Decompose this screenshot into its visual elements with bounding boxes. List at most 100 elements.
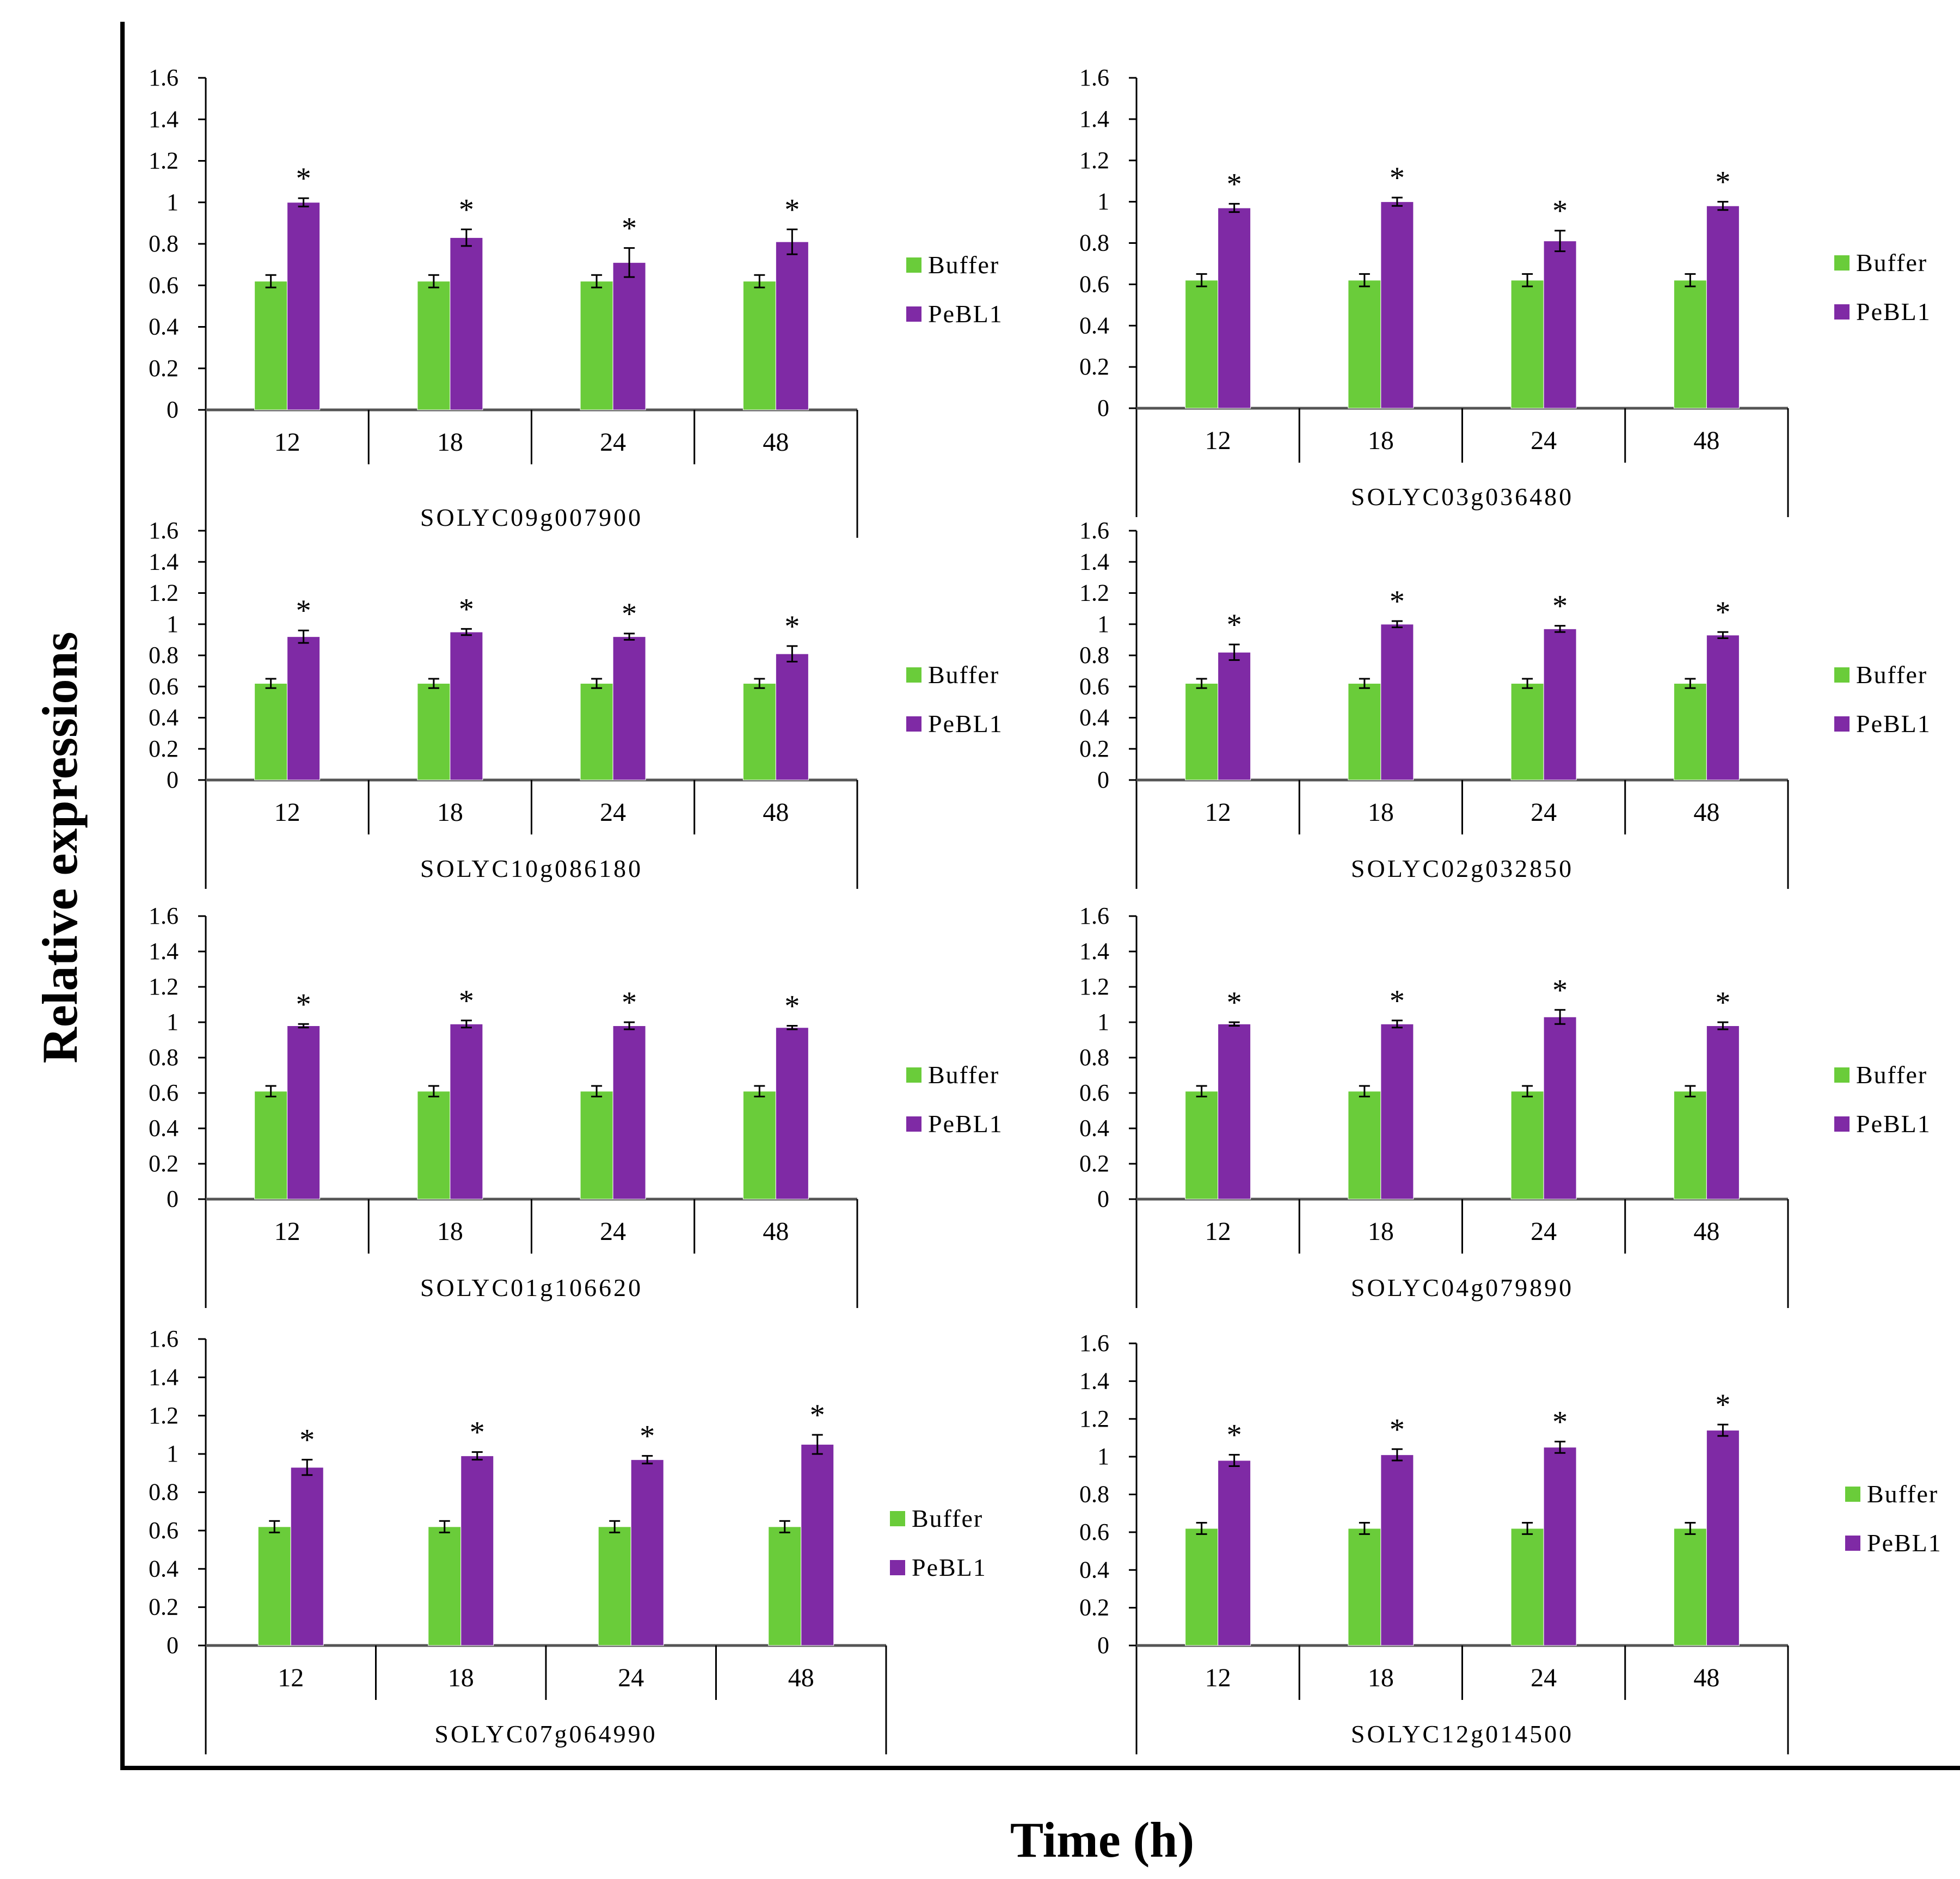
y-tick-label: 0.4 — [149, 1555, 179, 1582]
legend-label: Buffer — [928, 1061, 999, 1089]
pebl1-bar — [1543, 241, 1577, 409]
y-tick-label: 0.2 — [149, 735, 179, 762]
x-category-label: 18 — [437, 1217, 463, 1246]
pebl1-legend-swatch — [1834, 304, 1850, 320]
y-tick-label: 1.6 — [1079, 1330, 1109, 1356]
y-tick-label: 0.8 — [149, 642, 179, 668]
significance-marker: * — [810, 1398, 825, 1432]
chart-panel-solyc02g032850: 0 0.2 0.4 0.6 0.8 1 1.2 1.4 1.6 12 18 24 48 SOLYC02g0… — [1079, 517, 1930, 889]
significance-marker: * — [1227, 608, 1242, 642]
y-tick-label: 0.2 — [149, 1594, 179, 1620]
y-tick-label: 1.2 — [1079, 147, 1109, 174]
pebl1-legend-swatch — [1845, 1536, 1860, 1551]
legend-label: PeBL1 — [928, 1110, 1003, 1138]
y-tick-label: 0.2 — [1079, 1594, 1109, 1621]
pebl1-bar — [1706, 1430, 1740, 1646]
y-tick-label: 1 — [1097, 188, 1109, 215]
significance-marker: * — [296, 987, 311, 1021]
x-category-label: 18 — [1368, 1663, 1394, 1692]
y-tick-label: 1.6 — [149, 902, 179, 929]
pebl1-legend-swatch — [1834, 1116, 1850, 1132]
gene-label: SOLYC12g014500 — [1351, 1720, 1574, 1748]
y-tick-label: 0.8 — [149, 230, 179, 257]
gene-label: SOLYC02g032850 — [1351, 855, 1574, 882]
legend: Buffer PeBL1 — [906, 251, 1002, 328]
y-tick-label: 1.6 — [149, 517, 179, 544]
x-category-label: 48 — [1693, 426, 1719, 455]
y-tick-label: 1 — [1097, 611, 1109, 637]
x-category-label: 18 — [448, 1663, 474, 1692]
chart-panel-solyc04g079890: 0 0.2 0.4 0.6 0.8 1 1.2 1.4 1.6 12 18 24 48 SOLYC04g0… — [1079, 902, 1930, 1308]
buffer-bar — [1673, 683, 1707, 781]
pebl1-bar — [1543, 1016, 1577, 1200]
x-category-label: 18 — [1368, 426, 1394, 455]
pebl1-bar — [1218, 1460, 1251, 1646]
buffer-bar — [417, 281, 451, 410]
x-category-label: 48 — [763, 1217, 789, 1246]
pebl1-legend-swatch — [906, 306, 921, 322]
significance-marker: * — [299, 1423, 315, 1457]
significance-marker: * — [1227, 986, 1242, 1020]
y-tick-label: 0.2 — [1079, 735, 1109, 762]
significance-marker: * — [1715, 1388, 1730, 1422]
legend-label: Buffer — [1856, 661, 1927, 689]
chart-panel-solyc09g007900: 0 0.2 0.4 0.6 0.8 1 1.2 1.4 1.6 12 18 24 48 SOLYC09g0… — [149, 64, 1002, 538]
chart-panel-solyc03g036480: 0 0.2 0.4 0.6 0.8 1 1.2 1.4 1.6 12 18 24 48 SOLYC03g0… — [1079, 64, 1931, 517]
y-tick-label: 1.4 — [1079, 938, 1109, 965]
buffer-bar — [768, 1526, 802, 1646]
legend-label: Buffer — [912, 1505, 983, 1532]
pebl1-bar — [1543, 1447, 1577, 1646]
y-tick-label: 0.8 — [149, 1479, 179, 1506]
x-category-label: 12 — [274, 798, 300, 827]
y-tick-label: 0.8 — [1079, 1481, 1109, 1508]
y-tick-label: 1.2 — [149, 148, 179, 174]
pebl1-legend-swatch — [890, 1560, 905, 1575]
x-category-label: 48 — [763, 798, 789, 827]
x-category-label: 24 — [1531, 1663, 1557, 1692]
legend-label: PeBL1 — [1856, 298, 1931, 326]
significance-marker: * — [784, 610, 800, 643]
significance-marker: * — [1715, 986, 1730, 1020]
buffer-bar — [1185, 683, 1219, 781]
y-tick-label: 0.2 — [1079, 353, 1109, 380]
y-tick-label: 1.4 — [149, 548, 179, 575]
x-category-label: 48 — [1693, 1663, 1719, 1692]
significance-marker: * — [622, 986, 637, 1020]
x-category-label: 48 — [1693, 1217, 1719, 1246]
y-tick-label: 0.4 — [1079, 704, 1109, 731]
significance-marker: * — [1227, 1419, 1242, 1452]
x-category-label: 12 — [1205, 798, 1231, 827]
gene-label: SOLYC10g086180 — [420, 855, 643, 882]
gene-label: SOLYC01g106620 — [420, 1274, 643, 1301]
pebl1-legend-swatch — [906, 716, 921, 732]
y-tick-label: 1.2 — [1079, 973, 1109, 1000]
y-tick-label: 0.6 — [1079, 673, 1109, 699]
buffer-bar — [580, 281, 613, 410]
y-tick-label: 1.2 — [149, 580, 179, 606]
y-tick-label: 1.2 — [1079, 1405, 1109, 1432]
pebl1-bar — [460, 1456, 494, 1646]
buffer-legend-swatch — [906, 667, 921, 683]
legend: Buffer PeBL1 — [1834, 249, 1931, 326]
y-tick-label: 1.2 — [149, 973, 179, 1000]
gene-label: SOLYC07g064990 — [434, 1720, 657, 1748]
buffer-bar — [1510, 683, 1544, 781]
legend: Buffer PeBL1 — [906, 1061, 1003, 1138]
y-tick-label: 0.8 — [1079, 230, 1109, 256]
buffer-bar — [1185, 1091, 1219, 1200]
pebl1-bar — [287, 1026, 321, 1200]
pebl1-legend-swatch — [1834, 716, 1850, 732]
legend: Buffer PeBL1 — [906, 661, 1002, 738]
legend: Buffer PeBL1 — [1834, 1061, 1930, 1138]
buffer-bar — [742, 1091, 776, 1200]
pebl1-bar — [1218, 207, 1251, 409]
x-category-label: 18 — [437, 428, 463, 457]
x-category-label: 24 — [618, 1663, 644, 1692]
buffer-bar — [1673, 280, 1707, 409]
pebl1-bar — [450, 631, 483, 781]
buffer-bar — [580, 683, 613, 781]
pebl1-bar — [1706, 1026, 1740, 1200]
buffer-bar — [1348, 1528, 1381, 1646]
buffer-bar — [1673, 1528, 1707, 1646]
y-tick-label: 1.2 — [1079, 580, 1109, 606]
